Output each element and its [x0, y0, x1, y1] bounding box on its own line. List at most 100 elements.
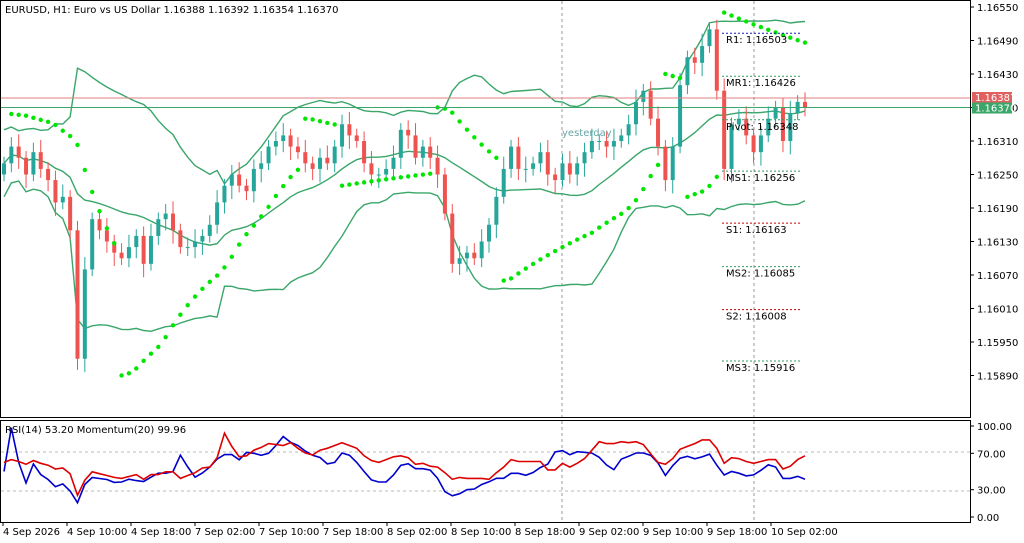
- sar-dot: [604, 220, 609, 225]
- sar-dot: [508, 276, 514, 281]
- candle-body: [347, 124, 352, 136]
- sar-dot: [552, 248, 558, 254]
- sar-dot: [619, 211, 624, 217]
- sar-dot: [795, 37, 800, 43]
- sar-dot: [82, 167, 88, 173]
- sar-dot: [648, 173, 653, 179]
- time-tick-label: 7 Sep 02:00: [195, 527, 255, 538]
- candle-body: [266, 146, 271, 164]
- time-tick-label: 4 Sep 2026: [3, 527, 60, 538]
- candle-body: [450, 213, 455, 264]
- rsi-line: [3, 427, 806, 505]
- sar-dot: [736, 16, 742, 21]
- pivot-level-label: Pivot: 1.16348: [726, 122, 798, 133]
- sar-dot: [339, 183, 345, 188]
- time-tick-label: 4 Sep 10:00: [67, 527, 127, 538]
- candle-body: [237, 174, 242, 186]
- sar-dot: [222, 265, 227, 270]
- sar-dot: [413, 173, 418, 178]
- candle-body: [729, 124, 734, 169]
- time-tick-label: 8 Sep 02:00: [387, 527, 447, 538]
- candle-body: [589, 141, 594, 153]
- sar-dot: [574, 237, 580, 242]
- sar-dot: [398, 175, 404, 180]
- indicator-frame: [0, 420, 971, 523]
- candle-body: [207, 224, 212, 236]
- candle-body: [633, 101, 638, 125]
- sar-dot: [523, 266, 528, 271]
- sar-dot: [641, 186, 646, 192]
- candle-body: [523, 168, 528, 170]
- sar-dot: [545, 252, 550, 258]
- sar-dot: [501, 278, 506, 283]
- candle-body: [531, 163, 536, 169]
- sar-dot: [633, 198, 639, 203]
- candle-body: [751, 135, 756, 153]
- sar-dot: [369, 179, 374, 184]
- candle-body: [384, 168, 389, 175]
- candle-body: [97, 219, 102, 231]
- candle-body: [303, 152, 308, 164]
- candle-body: [354, 135, 359, 141]
- candle-body: [538, 152, 543, 164]
- sar-dot: [266, 204, 271, 210]
- candle-body: [171, 213, 176, 231]
- candle-body: [31, 152, 36, 175]
- sar-dot: [450, 110, 455, 115]
- sar-dot: [516, 271, 521, 276]
- sar-dot: [457, 119, 462, 124]
- sar-dot: [751, 22, 756, 27]
- candle-body: [648, 90, 653, 119]
- time-tick-label: 7 Sep 18:00: [323, 527, 383, 538]
- candle-body: [413, 135, 418, 158]
- sar-dot: [347, 182, 352, 187]
- candle-body: [670, 146, 675, 181]
- sar-dot: [611, 215, 617, 221]
- price-axis: 1.16550 1.16490 1.16430 1.16370 1.16310 1.162…: [970, 3, 1018, 383]
- pivot-level-label: S2: 1.16008: [726, 312, 787, 323]
- candle-body: [332, 146, 337, 164]
- candle-body: [575, 163, 580, 175]
- candle-body: [244, 185, 249, 192]
- candle-body: [229, 174, 234, 186]
- candle-body: [611, 141, 616, 147]
- candle-body: [185, 247, 190, 249]
- sar-dot: [170, 323, 176, 328]
- sar-dot: [655, 162, 661, 168]
- candle-body: [501, 168, 506, 197]
- sar-dot: [758, 24, 764, 30]
- sar-dot: [303, 116, 308, 121]
- time-axis: 4 Sep 2026 4 Sep 10:00 4 Sep 18:00 7 Sep 02…: [2, 522, 838, 538]
- candle-body: [553, 174, 558, 181]
- candle-body: [90, 219, 95, 270]
- candle-body: [442, 174, 447, 214]
- candle-body: [112, 241, 117, 253]
- time-tick-label: 9 Sep 02:00: [579, 527, 639, 538]
- pivot-level-label: S1: 1.16163: [726, 225, 787, 236]
- sar-dot: [317, 119, 323, 124]
- candle-body: [38, 152, 43, 169]
- candle-body: [134, 235, 139, 248]
- indicator-axis: 100.00 70.00 30.00 0.00: [970, 422, 1012, 524]
- candle-body: [376, 174, 381, 176]
- sar-dot: [597, 225, 602, 230]
- indicator-tick-label: 70.00: [977, 449, 1006, 460]
- candle-body: [656, 118, 661, 147]
- candle-body: [200, 235, 205, 242]
- candle-body: [780, 107, 785, 141]
- sar-dot: [332, 122, 337, 127]
- candle-body: [494, 196, 499, 225]
- candle-body: [281, 135, 286, 141]
- sar-dot: [112, 241, 117, 246]
- sar-dot: [744, 19, 749, 24]
- sar-dot: [89, 189, 95, 195]
- candle-body: [362, 141, 367, 164]
- candle-body: [391, 157, 396, 169]
- candle-body: [464, 252, 469, 259]
- sar-dot: [582, 233, 587, 239]
- candle-body: [707, 29, 712, 47]
- price-tick-label: 1.16250: [977, 171, 1018, 182]
- candle-body: [82, 269, 87, 359]
- sar-dot: [192, 294, 198, 299]
